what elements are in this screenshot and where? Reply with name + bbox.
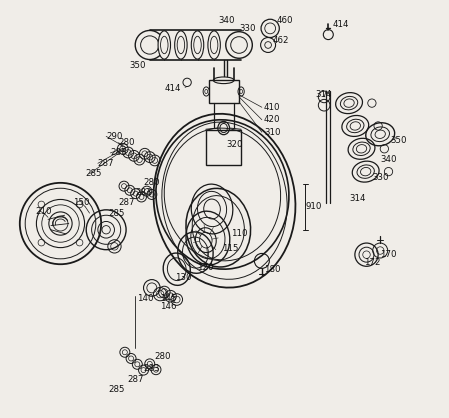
Text: 145: 145 — [160, 294, 176, 303]
Text: 314: 314 — [349, 194, 365, 203]
Text: 330: 330 — [372, 173, 388, 182]
Text: 146: 146 — [160, 302, 176, 311]
Text: 283: 283 — [135, 188, 152, 197]
Text: 140: 140 — [137, 294, 154, 303]
Text: 290: 290 — [106, 132, 123, 141]
Text: 414: 414 — [332, 20, 349, 29]
Text: 287: 287 — [127, 375, 143, 384]
Text: 172: 172 — [364, 258, 380, 268]
Ellipse shape — [175, 31, 187, 59]
Text: 285: 285 — [108, 385, 125, 394]
Text: 462: 462 — [272, 36, 289, 45]
Text: 180: 180 — [264, 265, 281, 274]
Ellipse shape — [191, 31, 204, 59]
Text: 280: 280 — [119, 138, 135, 147]
Text: 170: 170 — [380, 250, 397, 259]
Bar — [209, 80, 238, 103]
Text: 115: 115 — [222, 244, 239, 253]
Text: 130: 130 — [175, 273, 191, 282]
Text: 120: 120 — [198, 263, 214, 272]
Text: 410: 410 — [264, 103, 281, 112]
Text: 330: 330 — [239, 24, 255, 33]
Text: 287: 287 — [119, 198, 135, 207]
Text: 210: 210 — [35, 206, 52, 216]
Text: 287: 287 — [98, 159, 114, 168]
Text: 420: 420 — [264, 115, 281, 124]
Text: 280: 280 — [154, 352, 171, 361]
Ellipse shape — [158, 31, 171, 59]
Text: 340: 340 — [218, 15, 235, 25]
Text: 340: 340 — [380, 155, 397, 164]
Text: 110: 110 — [231, 229, 247, 238]
Text: 460: 460 — [277, 15, 293, 25]
Ellipse shape — [208, 31, 220, 59]
Text: 910: 910 — [305, 202, 322, 212]
Text: 285: 285 — [108, 209, 125, 218]
Text: 350: 350 — [391, 136, 407, 145]
Text: 350: 350 — [129, 61, 145, 70]
Text: 314: 314 — [316, 90, 332, 99]
Text: 320: 320 — [227, 140, 243, 149]
Text: 283: 283 — [110, 148, 127, 158]
Text: 285: 285 — [85, 169, 102, 178]
Text: 150: 150 — [73, 198, 89, 207]
Text: 310: 310 — [264, 127, 281, 137]
Text: 414: 414 — [164, 84, 181, 93]
Text: 283: 283 — [144, 364, 160, 373]
Text: 280: 280 — [144, 178, 160, 186]
Bar — [206, 130, 241, 166]
